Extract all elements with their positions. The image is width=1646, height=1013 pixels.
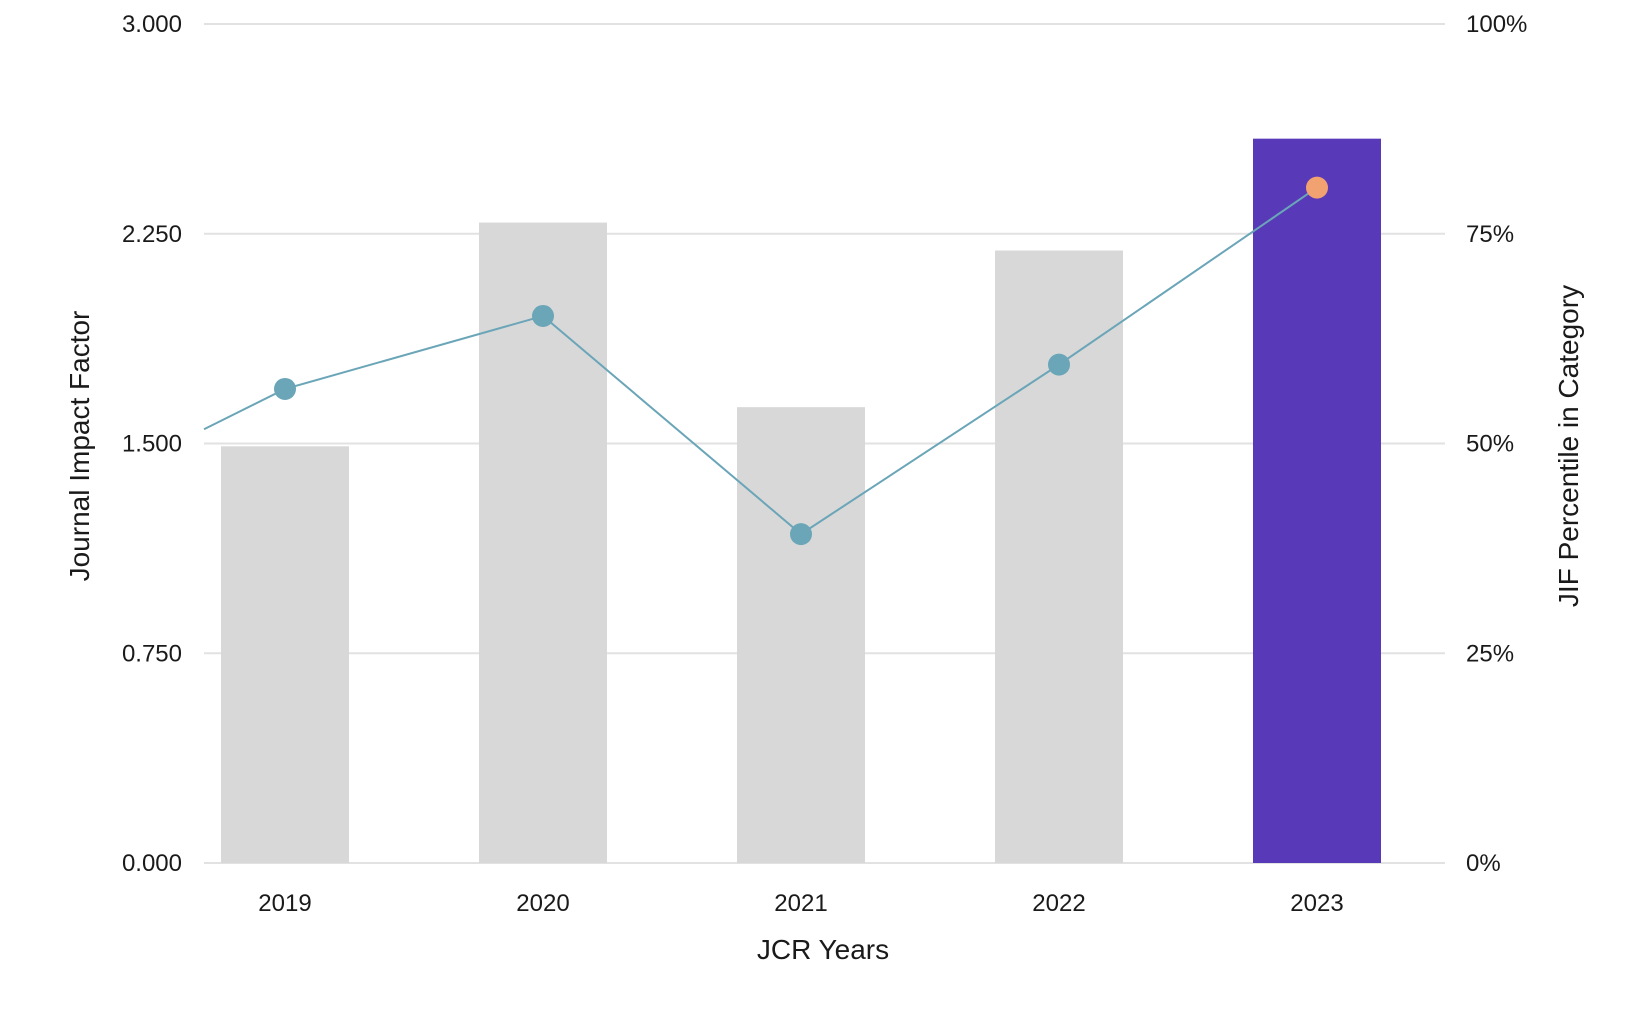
y2-tick-label: 25% bbox=[1466, 640, 1514, 667]
y-tick-label: 0.750 bbox=[122, 640, 182, 667]
bar-2023 bbox=[1253, 138, 1381, 863]
y-axis-title: Journal Impact Factor bbox=[64, 311, 95, 582]
y2-tick-label: 75% bbox=[1466, 221, 1514, 248]
bar-2020 bbox=[479, 222, 607, 863]
x-tick-label: 2023 bbox=[1290, 890, 1343, 917]
y2-axis-title: JIF Percentile in Category bbox=[1553, 285, 1584, 607]
y2-tick-label: 0% bbox=[1466, 850, 1501, 877]
y-tick-label: 0.000 bbox=[122, 850, 182, 877]
bar-2022 bbox=[995, 250, 1123, 863]
bar-2019 bbox=[221, 446, 349, 863]
bar-2021 bbox=[737, 407, 865, 863]
y-tick-label: 1.500 bbox=[122, 431, 182, 458]
x-axis-title: JCR Years bbox=[757, 934, 889, 965]
percentile-point-2021 bbox=[790, 523, 812, 546]
x-tick-label: 2019 bbox=[258, 890, 311, 917]
y-tick-label: 2.250 bbox=[122, 221, 182, 248]
y2-tick-label: 100% bbox=[1466, 11, 1527, 38]
y2-tick-label: 50% bbox=[1466, 431, 1514, 458]
x-tick-label: 2020 bbox=[516, 890, 569, 917]
percentile-line-path bbox=[203, 186, 1318, 536]
percentile-point-2023 bbox=[1306, 176, 1328, 199]
left-axis-ticks: 0.000 0.750 1.500 2.250 3.000 bbox=[122, 11, 182, 877]
percentile-point-2019 bbox=[274, 377, 296, 400]
x-axis-ticks: 2019 2020 2021 2022 2023 bbox=[258, 890, 1343, 917]
percentile-point-2022 bbox=[1048, 353, 1070, 376]
y-tick-label: 3.000 bbox=[122, 11, 182, 38]
percentile-point-2020 bbox=[532, 304, 554, 327]
bars bbox=[221, 138, 1381, 863]
percentile-line bbox=[203, 176, 1328, 546]
right-axis-ticks: 0% 25% 50% 75% 100% bbox=[1466, 11, 1527, 877]
x-tick-label: 2021 bbox=[774, 890, 827, 917]
x-tick-label: 2022 bbox=[1032, 890, 1085, 917]
